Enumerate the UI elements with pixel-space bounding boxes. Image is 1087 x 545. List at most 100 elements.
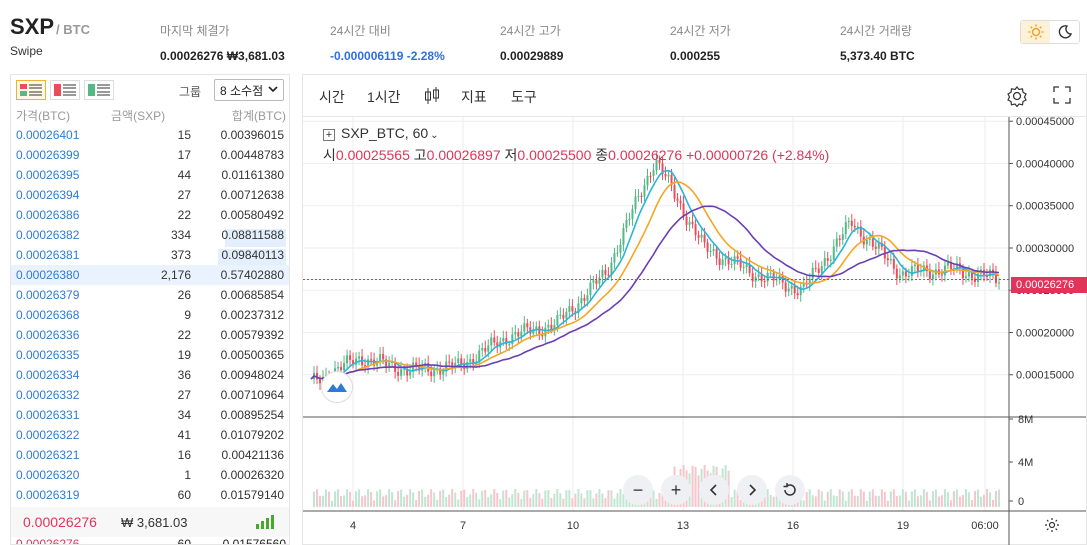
volume-bar — [982, 494, 985, 507]
candle-body — [985, 276, 988, 278]
candle-body — [484, 348, 487, 352]
orderbook-row[interactable]: 0.00026331 34 0.00895254 — [11, 405, 289, 425]
orderbook-row[interactable]: 0.00026368 9 0.00237312 — [11, 305, 289, 325]
volume-bar — [766, 489, 769, 507]
gear-icon[interactable] — [1006, 85, 1028, 112]
orderbook-buy-row[interactable]: 0.00026276 60 0.01576560 — [11, 537, 289, 544]
stat-label: 24시간 대비 — [330, 24, 391, 38]
row-amount: 22 — [177, 328, 191, 342]
row-total-text: 0.08811588 — [221, 228, 284, 242]
candle-body — [661, 163, 664, 175]
candle-body — [793, 285, 796, 294]
row-total-text: 0.01161380 — [221, 168, 284, 182]
orderbook-row[interactable]: 0.00026319 60 0.01579140 — [11, 485, 289, 505]
stat-label: 24시간 거래량 — [840, 24, 912, 38]
row-price: 0.00026399 — [16, 148, 80, 162]
volume-bar — [694, 466, 697, 507]
candle-body — [736, 256, 739, 259]
volume-bar — [553, 493, 556, 507]
volume-bar — [364, 495, 367, 507]
orderbook-row[interactable]: 0.00026399 17 0.00448783 — [11, 145, 289, 165]
volume-bar — [805, 492, 808, 507]
orderbook-row[interactable]: 0.00026401 15 0.00396015 — [11, 125, 289, 145]
candle-body — [964, 276, 967, 279]
scroll-left-button[interactable] — [699, 475, 729, 505]
orderbook-row[interactable]: 0.00026379 26 0.00685854 — [11, 285, 289, 305]
row-total-text: 0.01579140 — [220, 488, 284, 502]
candle-body — [709, 250, 712, 252]
orderbook-row[interactable]: 0.00026332 27 0.00710964 — [11, 385, 289, 405]
row-total: 0.08811588 — [191, 228, 286, 247]
zoom-out-button[interactable]: − — [623, 475, 653, 505]
volume-bar — [955, 489, 958, 507]
candle-body — [976, 273, 979, 282]
toolbar-indicators[interactable]: 지표 — [461, 89, 487, 105]
orderbook-row[interactable]: 0.00026386 22 0.00580492 — [11, 205, 289, 225]
candles-icon[interactable] — [423, 86, 441, 109]
axis-settings-icon[interactable] — [1044, 517, 1060, 538]
orderbook-row[interactable]: 0.00026334 36 0.00948024 — [11, 365, 289, 385]
row-total-text: 0.00579392 — [220, 328, 284, 342]
row-total-text: 0.01079202 — [220, 428, 284, 442]
candle-body — [907, 275, 910, 277]
orderbook-row[interactable]: 0.00026336 22 0.00579392 — [11, 325, 289, 345]
moon-icon[interactable] — [1050, 21, 1079, 43]
orderbook-row[interactable]: 0.00026395 44 0.01161380 — [11, 165, 289, 185]
orderbook-row[interactable]: 0.00026320 1 0.00026320 — [11, 465, 289, 485]
orderbook-row[interactable]: 0.00026322 41 0.01079202 — [11, 425, 289, 445]
candle-body — [397, 371, 400, 376]
row-total: 0.00421136 — [191, 448, 286, 462]
symbol-text: SXP — [10, 14, 55, 39]
volume-bar — [484, 489, 487, 507]
row-total: 0.00500365 — [191, 348, 286, 362]
orderbook-row[interactable]: 0.00026335 19 0.00500365 — [11, 345, 289, 365]
orderbook-row[interactable]: 0.00026381 373 0.09840113 — [11, 245, 289, 267]
volume-bar — [967, 492, 970, 507]
orderbook-row[interactable]: 0.00026382 334 0.08811588 — [11, 225, 289, 247]
tradingview-logo-icon[interactable] — [321, 371, 353, 403]
group-select[interactable]: 8 소수점 — [214, 79, 284, 101]
view-both-icon[interactable] — [16, 80, 46, 100]
fullscreen-icon[interactable] — [1052, 85, 1072, 110]
toolbar-time[interactable]: 시간 — [319, 89, 345, 105]
volume-bar — [883, 491, 886, 507]
volume-bar — [574, 493, 577, 507]
zoom-in-button[interactable]: + — [661, 475, 691, 505]
toolbar-interval[interactable]: 1시간 — [367, 89, 401, 105]
scroll-right-button[interactable] — [737, 475, 767, 505]
row-total: 0.00448783 — [191, 148, 286, 162]
orderbook-row[interactable]: 0.00026394 27 0.00712638 — [11, 185, 289, 205]
change-value: +0.00000726 (+2.84%) — [686, 147, 830, 163]
chart-legend[interactable]: + SXP_BTC, 60 ⌄ — [323, 125, 439, 141]
chevron-down-icon[interactable]: ⌄ — [430, 130, 439, 141]
high-value: 0.00026897 — [426, 147, 501, 163]
orderbook-row[interactable]: 0.00026321 16 0.00421136 — [11, 445, 289, 465]
volume-bar — [958, 496, 961, 507]
moving-average-line — [310, 205, 1000, 380]
expand-icon[interactable]: + — [323, 129, 335, 141]
candle-body — [364, 365, 367, 368]
price-chart[interactable]: 0.00045000 0.00040000 0.00035000 0.00030000… — [303, 117, 1086, 545]
candle-body — [832, 246, 835, 260]
volume-bar — [571, 498, 574, 507]
volume-bar — [841, 491, 844, 507]
candle-body — [889, 258, 892, 261]
candle-body — [823, 258, 826, 267]
reset-chart-button[interactable] — [775, 475, 805, 505]
orderbook-row[interactable]: 0.00026380 2,176 0.57402880 — [11, 265, 289, 285]
candle-body — [667, 174, 670, 177]
toolbar-tools[interactable]: 도구 — [511, 89, 537, 105]
candle-body — [601, 270, 604, 278]
volume-bar — [904, 491, 907, 507]
sun-icon[interactable] — [1021, 21, 1050, 43]
view-buys-icon[interactable] — [84, 80, 114, 100]
candle-body — [634, 196, 637, 209]
theme-toggle[interactable] — [1020, 20, 1080, 44]
candle-body — [739, 258, 742, 268]
candle-body — [871, 238, 874, 247]
volume-bar — [595, 493, 598, 507]
candle-body — [469, 359, 472, 363]
row-total: 0.01579140 — [191, 488, 286, 502]
view-sells-icon[interactable] — [50, 80, 80, 100]
candle-body — [763, 281, 766, 283]
